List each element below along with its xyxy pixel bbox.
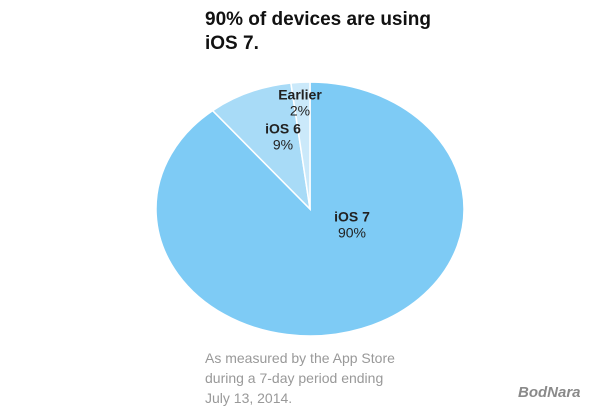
value-label: 2% <box>290 103 310 119</box>
watermark: BodNara <box>518 384 581 401</box>
value-label: 90% <box>338 225 366 241</box>
chart-title: 90% of devices are using iOS 7. <box>205 9 431 54</box>
pie-slice <box>290 81 311 210</box>
slice-label: iOS 6 <box>265 121 301 137</box>
slice-label: iOS 7 <box>334 209 370 225</box>
pie-slice <box>211 82 312 212</box>
value-label: 9% <box>273 137 293 153</box>
footnote: As measured by the App Store during a 7-… <box>205 350 395 406</box>
slice-label: Earlier <box>278 87 322 103</box>
